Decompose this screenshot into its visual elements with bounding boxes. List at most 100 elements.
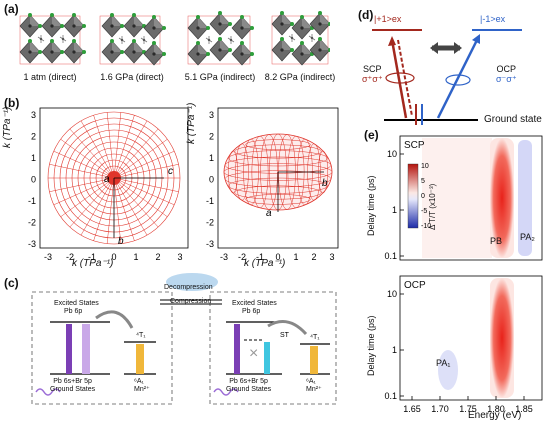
energy-transfer-arrow-right [267,320,308,336]
mesh-spoke [113,177,135,241]
right-ground-title: Pb 6s+Br 5p [229,378,268,385]
photon-icon-left [35,388,61,396]
mesh-spoke [113,164,179,179]
right-ytick: -3 [206,239,214,249]
energy-tick: 1.85 [515,404,533,414]
delay-tick: 1 [392,345,397,355]
left-ytick: 3 [31,110,36,120]
right-xtick: -2 [238,252,246,262]
right-ytick: -2 [206,218,214,228]
right-mn-label: ⁶A₁ Mn²⁺ [306,378,322,394]
panel-c-diagram: × [31,273,337,405]
ocp-pb-band [490,278,514,398]
sphere-mesh-left: a b c [47,111,181,247]
right-a1: ⁶A₁ [306,378,316,385]
ocp-map-label: OCP [404,280,426,291]
right-energy-box [209,291,337,405]
mesh-spoke [113,177,168,217]
colorbar-tick: 5 [421,178,425,185]
delay-tick: 10 [387,289,397,299]
ocp-map-frame [399,275,543,401]
mesh-spoke [53,150,115,179]
cloud-icon [166,273,218,291]
left-xtick: -1 [88,252,96,262]
bottom-ylabel: Delay time (ps) [366,315,376,376]
left-ytick: 0 [31,175,36,185]
mn-emission-left [136,344,144,374]
left-xtick: 1 [133,252,138,262]
axis-label-c: c [168,166,173,177]
top-ylabel: Delay time (ps) [366,175,376,236]
mesh-spoke [106,112,115,179]
colorbar-tick: 10 [421,163,429,170]
structure-3 [187,10,255,66]
panel-a-letter: (a) [4,2,19,16]
right-ytick: 2 [209,132,214,142]
delay-tick: 0.1 [384,391,397,401]
axis-label-a: a [104,174,110,185]
left-ytick: 1 [31,153,36,163]
scp-polarization-icon [385,72,415,84]
left-xtick: 2 [155,252,160,262]
ellipsoid-meridian [251,135,269,209]
energy-tick: 1.70 [431,404,449,414]
mesh-spoke [49,164,115,179]
ocp-arrow [436,37,480,119]
left-ytick: -1 [28,196,36,206]
right-ytick: 1 [209,153,214,163]
right-ground-sub: Ground States [226,386,272,393]
st-emission-right [264,342,270,374]
pa1-label: PA₁ [436,358,451,368]
mesh-spoke [113,177,175,206]
left-ground-sub: Ground States [50,386,96,393]
left-ground-label: Pb 6s+Br 5p Ground States [50,378,95,394]
scp-label: SCP σ⁺σ⁺ [362,64,383,84]
st-label: ST [280,332,289,339]
pa2-label: PA₂ [520,232,535,242]
right-excited-label: Excited States Pb 6p [232,300,277,316]
mesh-spoke [113,177,159,228]
left-ytick: -3 [28,239,36,249]
mesh-spoke [49,177,115,192]
structure-label-2: 1.6 GPa (direct) [100,72,164,82]
energy-tick: 1.65 [403,404,421,414]
mesh-spoke [69,128,115,179]
delay-tick: 1 [392,205,397,215]
mesh-spoke [113,128,159,179]
structure-4 [271,10,330,66]
energy-xlabel: Energy (eV) [468,410,522,421]
right-xtick: -1 [256,252,264,262]
panel-d-letter: (d) [358,8,374,22]
axis-label-right-a: a [266,208,272,219]
absorption-bar-right [234,324,240,374]
axis-label-right-b: b [322,178,328,189]
left-mn-label: ⁶A₁ Mn²⁺ [134,378,150,394]
colorbar [407,163,419,229]
mesh-spoke [80,120,115,179]
right-xlabel: k (TPa⁻¹) [244,258,286,269]
ground-state-label: Ground state [484,114,542,125]
left-xtick: 3 [177,252,182,262]
panel-a-structures [19,10,330,66]
colorbar-tick: -10 [421,223,431,230]
axis-label-b: b [118,236,124,247]
ocp-title: OCP [496,64,517,74]
scp-pa2-band [518,140,532,256]
scp-pb-band [490,138,514,258]
right-ground-label: Pb 6s+Br 5p Ground States [226,378,271,394]
left-xtick: -2 [66,252,74,262]
scp-map-label: SCP [404,140,425,151]
right-excited-title: Excited States [232,300,277,307]
colorbar-title: Δ T/T (x10⁻³) [428,183,437,230]
left-energy-box [31,291,173,405]
left-a1: ⁶A₁ [134,378,144,385]
right-xtick: 3 [329,252,334,262]
ocp-label: OCP σ⁻σ⁺ [496,64,517,84]
ocp-polarization-icon [445,74,471,86]
right-plot-frame [217,107,339,249]
energy-tick: 1.80 [487,404,505,414]
mesh-spoke [113,115,135,179]
ellipsoid-meridian [235,143,249,201]
mesh-spoke [60,139,115,179]
